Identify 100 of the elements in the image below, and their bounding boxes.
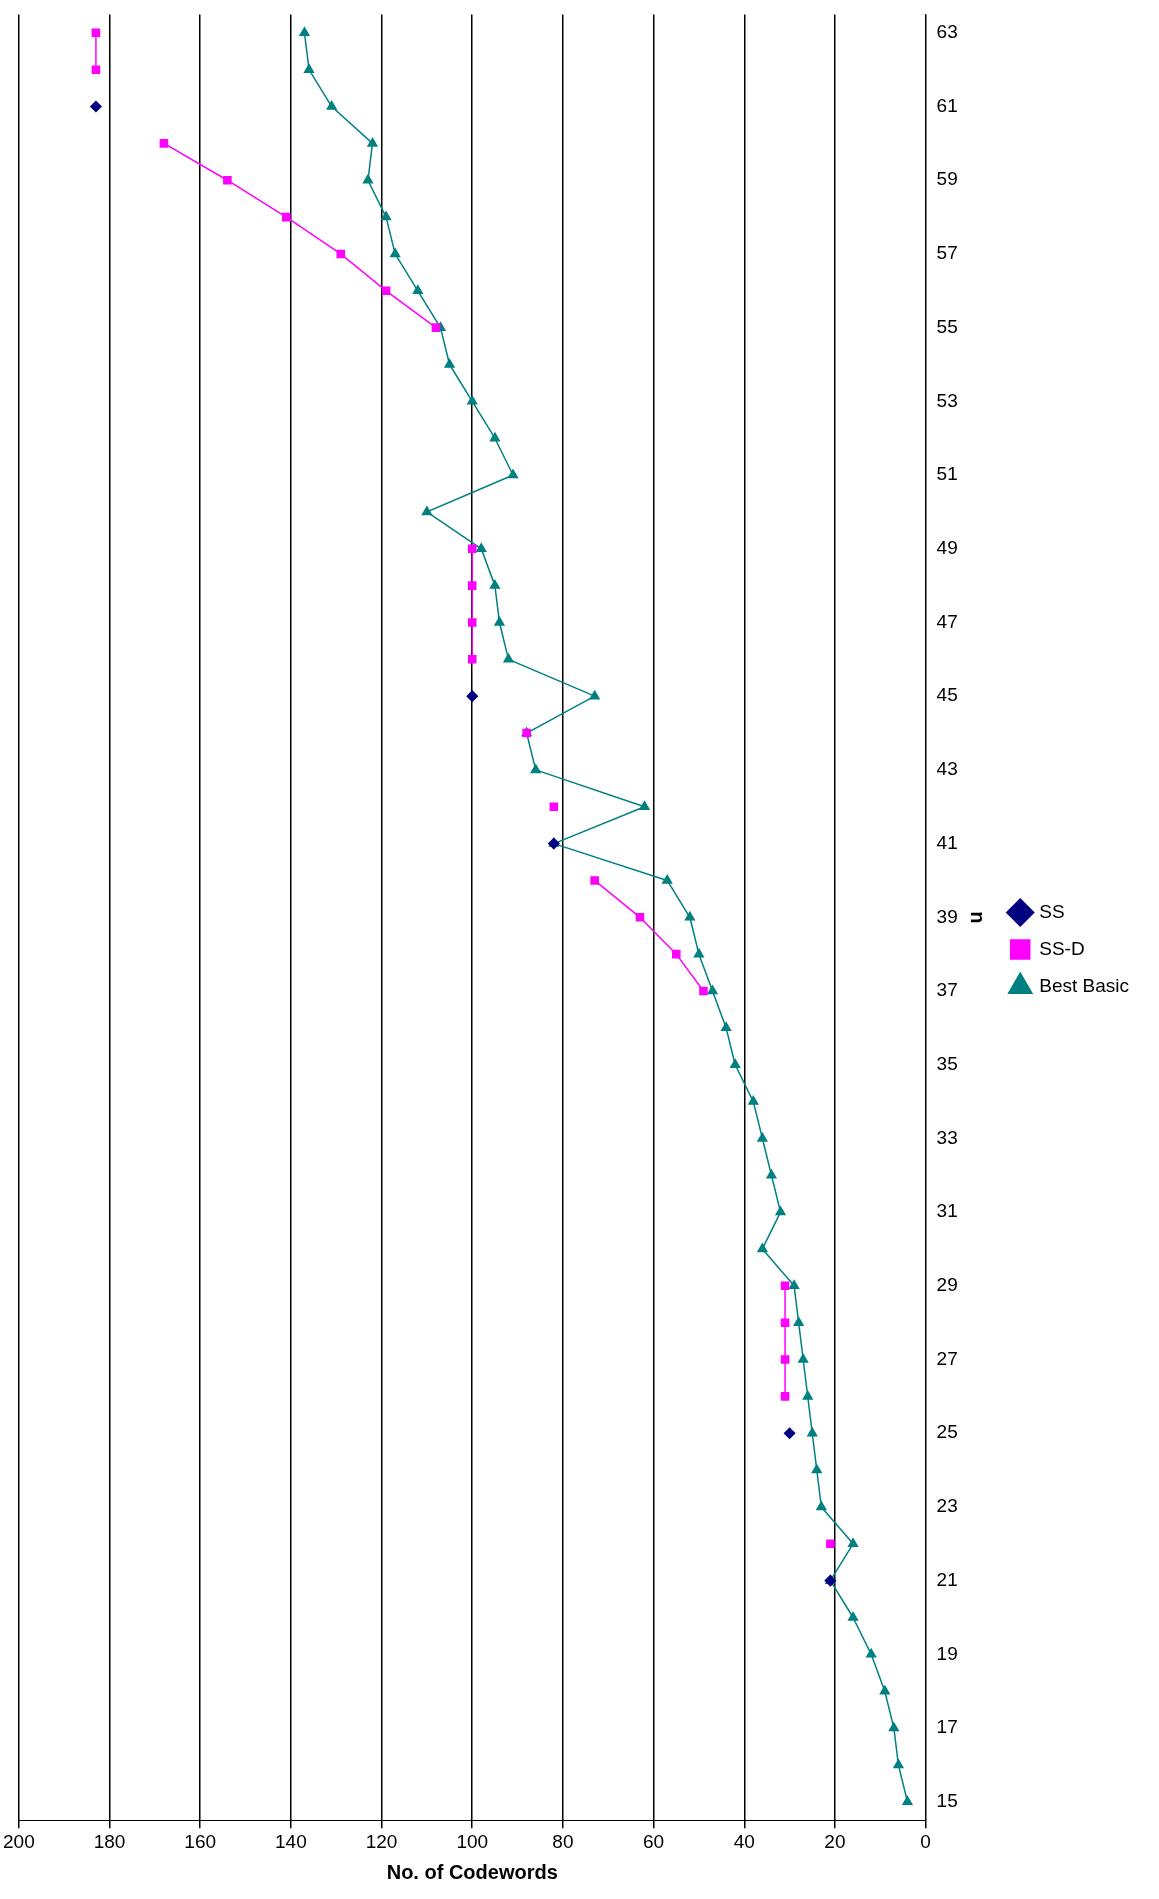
legend-label: SS-D xyxy=(1039,937,1085,959)
y-tick-label: 63 xyxy=(936,21,958,43)
y-tick-label: 61 xyxy=(936,94,958,116)
point xyxy=(590,876,599,885)
y-tick-label: 55 xyxy=(936,315,958,337)
point xyxy=(807,1427,818,1437)
point xyxy=(847,1538,859,1548)
point xyxy=(802,1390,813,1400)
point xyxy=(757,1243,768,1253)
point xyxy=(888,1722,899,1732)
y-tick-label: 15 xyxy=(936,1790,958,1812)
point xyxy=(467,544,477,554)
point xyxy=(336,249,346,259)
point xyxy=(866,1648,877,1658)
y-tick-label: 59 xyxy=(936,168,958,190)
point xyxy=(467,655,477,664)
point xyxy=(699,986,708,996)
y-tick-label: 19 xyxy=(936,1642,958,1664)
y-tick-label: 31 xyxy=(936,1200,958,1222)
y-tick-label: 21 xyxy=(936,1568,958,1590)
point xyxy=(489,432,500,442)
point xyxy=(467,395,478,405)
point xyxy=(299,27,310,37)
y-tick-label: 49 xyxy=(936,537,958,558)
y-tick-label: 35 xyxy=(936,1052,958,1074)
point xyxy=(816,1501,827,1511)
y-tick-label: 57 xyxy=(936,242,958,264)
y-tick-label: 23 xyxy=(936,1495,958,1517)
y-tick-label: 17 xyxy=(936,1716,958,1738)
point xyxy=(367,137,378,147)
point xyxy=(549,802,559,812)
point xyxy=(811,1464,822,1474)
point xyxy=(826,1539,835,1549)
y-tick-label: 47 xyxy=(936,610,958,632)
y-tick-label: 45 xyxy=(936,684,958,706)
point xyxy=(223,175,232,185)
point xyxy=(362,174,374,184)
point xyxy=(476,543,487,553)
point xyxy=(381,211,392,221)
y-tick-label: 37 xyxy=(936,979,958,1001)
point xyxy=(780,1318,790,1327)
point xyxy=(879,1685,890,1695)
point xyxy=(503,653,514,663)
point xyxy=(847,1611,859,1621)
point xyxy=(721,1022,732,1032)
point xyxy=(635,913,645,922)
point xyxy=(693,948,704,958)
point xyxy=(159,139,169,148)
x-tick-label: 100 xyxy=(456,1830,489,1852)
point xyxy=(303,63,315,73)
point xyxy=(91,28,101,38)
point xyxy=(902,1796,913,1806)
point xyxy=(421,506,432,516)
y-axis-title: n xyxy=(967,911,990,924)
y-tick-label: 25 xyxy=(936,1421,958,1443)
point xyxy=(91,65,101,74)
x-tick-label: 0 xyxy=(920,1830,931,1852)
point xyxy=(326,100,337,110)
x-tick-label: 120 xyxy=(365,1830,398,1852)
point xyxy=(589,690,600,700)
point xyxy=(793,1316,804,1326)
point xyxy=(707,985,718,995)
point xyxy=(639,800,650,810)
y-tick-label: 43 xyxy=(936,758,958,780)
point xyxy=(798,1353,809,1363)
point xyxy=(789,1280,800,1290)
point xyxy=(730,1058,741,1068)
y-tick-label: 41 xyxy=(936,831,958,853)
point xyxy=(467,581,477,590)
point xyxy=(780,1392,790,1401)
x-tick-label: 60 xyxy=(643,1830,665,1852)
point xyxy=(282,212,291,222)
point xyxy=(489,579,500,589)
y-tick-label: 27 xyxy=(936,1347,958,1369)
x-tick-label: 140 xyxy=(275,1830,307,1852)
y-tick-label: 39 xyxy=(936,905,958,927)
point xyxy=(662,874,673,884)
point xyxy=(390,248,401,258)
point xyxy=(684,911,695,921)
x-tick-label: 40 xyxy=(733,1830,755,1852)
point xyxy=(90,100,102,113)
point xyxy=(494,616,505,626)
point xyxy=(775,1206,786,1216)
point xyxy=(780,1281,790,1291)
x-tick-label: 80 xyxy=(552,1830,574,1852)
x-tick-label: 20 xyxy=(824,1830,846,1852)
point xyxy=(412,285,423,295)
point xyxy=(507,469,519,479)
point xyxy=(766,1169,777,1179)
point xyxy=(757,1132,768,1142)
x-tick-label: 160 xyxy=(184,1830,217,1852)
point xyxy=(780,1355,790,1364)
point xyxy=(381,286,391,296)
point xyxy=(783,1427,796,1439)
point xyxy=(466,690,478,702)
point xyxy=(431,323,441,332)
point xyxy=(671,949,681,959)
point xyxy=(748,1095,759,1105)
y-tick-label: 29 xyxy=(936,1274,958,1296)
point xyxy=(467,618,477,627)
